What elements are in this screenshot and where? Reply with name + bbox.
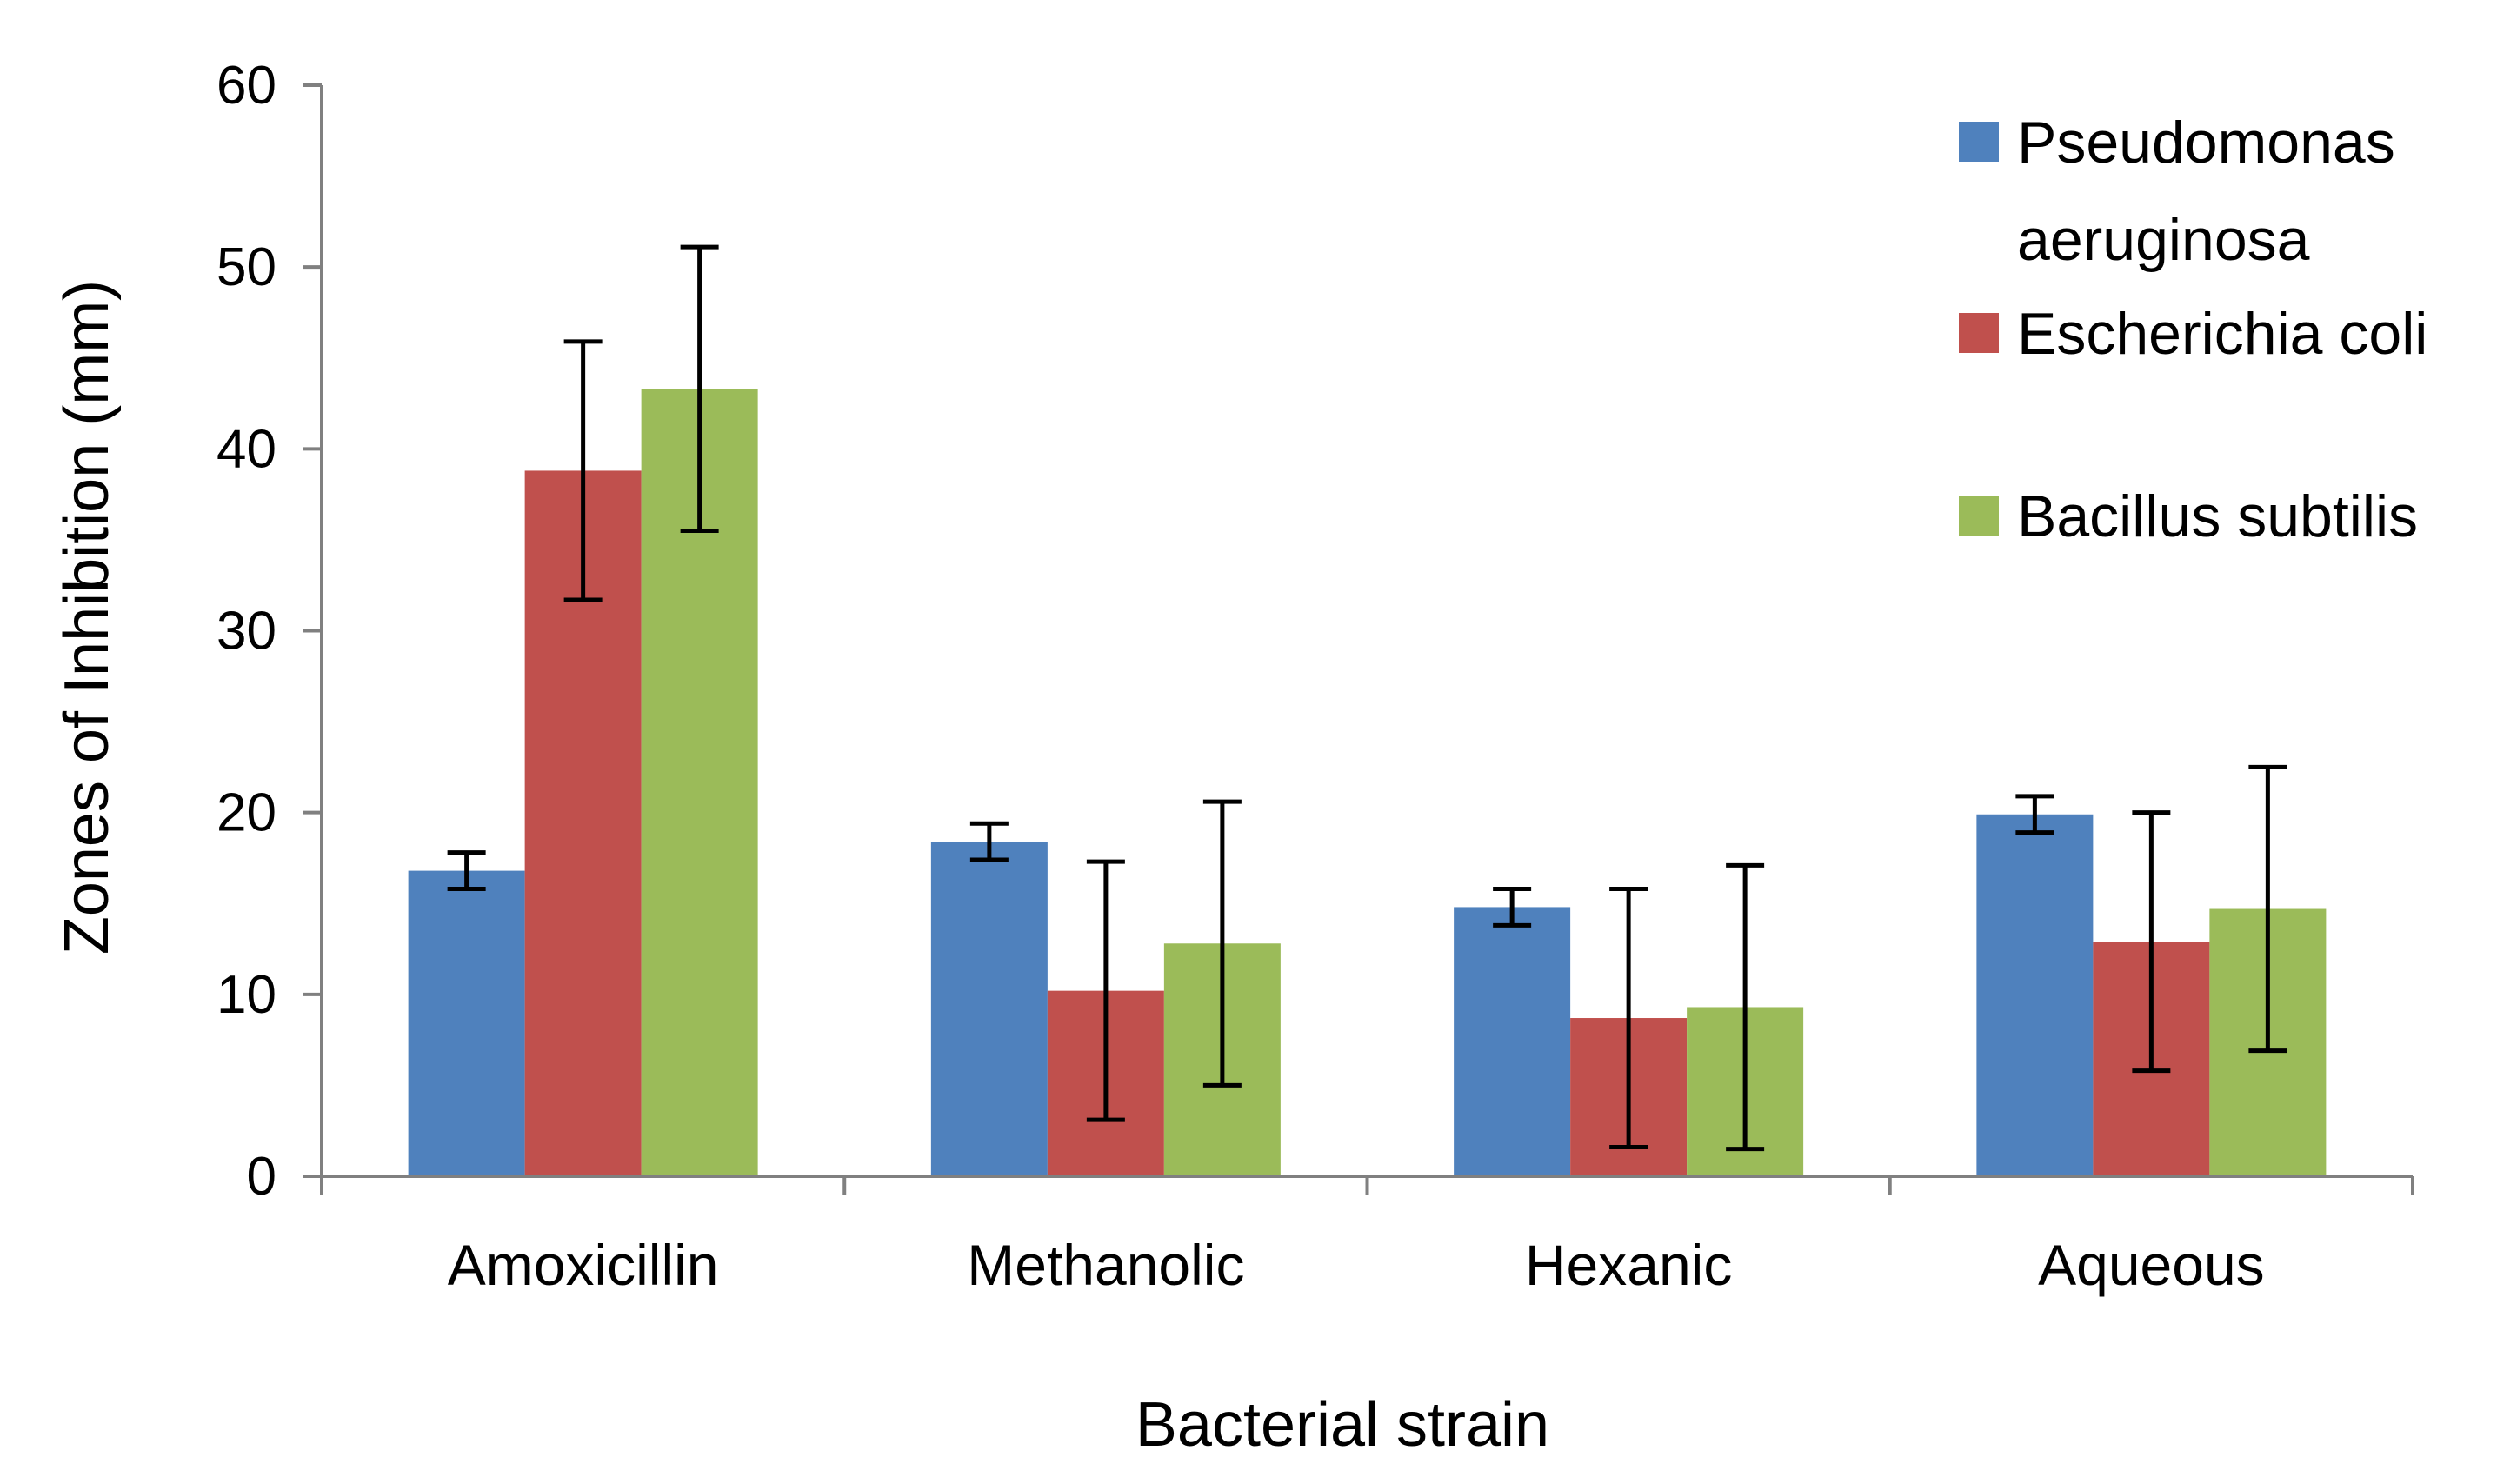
category-label: Aqueous bbox=[2038, 1233, 2265, 1297]
bar bbox=[408, 870, 525, 1176]
legend-label: Escherichia coli bbox=[2017, 301, 2427, 367]
bar bbox=[930, 842, 1048, 1176]
bar bbox=[1454, 907, 1571, 1176]
legend-label: aeruginosa bbox=[2017, 207, 2310, 273]
y-tick-label: 10 bbox=[216, 965, 276, 1025]
y-ticks: 0 10 20 30 40 50 60 bbox=[216, 56, 322, 1207]
legend-swatch bbox=[1959, 313, 1999, 353]
category-label: Methanolic bbox=[967, 1233, 1244, 1297]
y-tick-label: 20 bbox=[216, 783, 276, 843]
x-ticks bbox=[320, 1176, 2414, 1195]
category-label: Amoxicillin bbox=[448, 1233, 719, 1297]
legend-label: Bacillus subtilis bbox=[2017, 483, 2418, 549]
y-tick-label: 50 bbox=[216, 237, 276, 297]
legend-swatch bbox=[1959, 122, 1999, 162]
category-labels: Amoxicillin Methanolic Hexanic Aqueous bbox=[448, 1233, 2265, 1297]
y-axis-title: Zones of Inhibition (mm) bbox=[52, 280, 122, 955]
y-tick-label: 30 bbox=[216, 602, 276, 662]
legend: Pseudomonas aeruginosa Escherichia coli Bac… bbox=[1959, 110, 2427, 549]
category-label: Hexanic bbox=[1525, 1233, 1732, 1297]
bars-layer bbox=[408, 389, 2327, 1176]
legend-label: Pseudomonas bbox=[2017, 110, 2395, 176]
x-axis-title: Bacterial strain bbox=[1135, 1390, 1549, 1460]
y-tick-label: 60 bbox=[216, 56, 276, 116]
y-tick-label: 0 bbox=[247, 1147, 276, 1207]
error-bars-layer bbox=[447, 244, 2287, 1152]
legend-swatch bbox=[1959, 496, 1999, 536]
bar bbox=[1976, 814, 2094, 1176]
y-tick-label: 40 bbox=[216, 419, 276, 479]
